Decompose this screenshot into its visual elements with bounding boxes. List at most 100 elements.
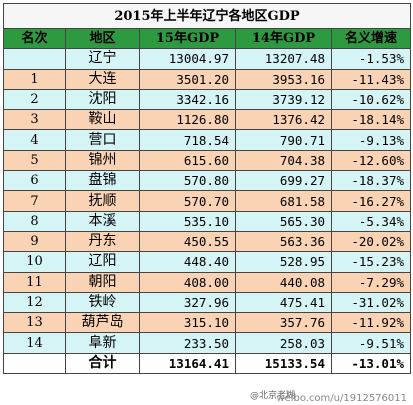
gdp15-cell: 570.80 xyxy=(139,170,236,192)
region-cell: 辽宁 xyxy=(65,48,140,70)
growth-cell: -5.34% xyxy=(330,210,412,232)
region-cell: 大连 xyxy=(65,68,140,90)
header-region[interactable]: 地区 xyxy=(65,27,140,50)
gdp15-cell: 3342.16 xyxy=(139,88,236,111)
rank-cell xyxy=(3,352,66,375)
table-body: 辽宁 13004.97 13207.48 -1.53% 1 大连 3501.20 3953.1… xyxy=(3,48,412,375)
table-row[interactable]: 3 鞍山 1126.80 1376.42 -18.14% xyxy=(3,109,412,131)
growth-cell: -18.14% xyxy=(330,109,412,131)
rank-cell: 11 xyxy=(3,271,66,293)
region-cell: 朝阳 xyxy=(65,271,140,293)
growth-cell: -11.43% xyxy=(330,68,412,90)
table-row[interactable]: 4 营口 718.54 790.71 -9.13% xyxy=(3,129,412,151)
growth-cell: -18.37% xyxy=(330,170,412,192)
region-cell: 鞍山 xyxy=(65,109,140,131)
region-cell: 辽阳 xyxy=(65,251,140,273)
table-row[interactable]: 6 盘锦 570.80 699.27 -18.37% xyxy=(3,170,412,192)
region-cell: 丹东 xyxy=(65,230,140,253)
header-gdp15[interactable]: 15年GDP xyxy=(139,27,236,50)
table-row[interactable]: 12 铁岭 327.96 475.41 -31.02% xyxy=(3,291,412,314)
rank-cell: 14 xyxy=(3,332,66,354)
table-row[interactable]: 1 大连 3501.20 3953.16 -11.43% xyxy=(3,68,412,90)
gdp14-cell: 1376.42 xyxy=(235,109,332,131)
header-growth[interactable]: 名义增速 xyxy=(330,27,412,50)
gdp15-cell: 408.00 xyxy=(139,271,236,293)
growth-cell: -9.51% xyxy=(330,332,412,354)
region-cell: 葫芦岛 xyxy=(65,312,140,334)
rank-cell: 4 xyxy=(3,129,66,151)
gdp15-cell: 13164.41 xyxy=(139,352,236,375)
header-rank[interactable]: 名次 xyxy=(3,27,66,50)
region-cell: 营口 xyxy=(65,129,140,151)
rank-cell: 10 xyxy=(3,251,66,273)
gdp15-cell: 718.54 xyxy=(139,129,236,151)
gdp15-cell: 327.96 xyxy=(139,291,236,314)
gdp15-cell: 570.70 xyxy=(139,190,236,212)
gdp-table: 2015年上半年辽宁各地区GDP 名次 地区 15年GDP 14年GDP 名义增… xyxy=(2,3,412,375)
gdp14-cell: 440.08 xyxy=(235,271,332,293)
growth-cell: -16.27% xyxy=(330,190,412,212)
gdp14-cell: 258.03 xyxy=(235,332,332,354)
title-row: 2015年上半年辽宁各地区GDP xyxy=(2,3,412,29)
growth-cell: -13.01% xyxy=(330,352,412,375)
rank-cell: 6 xyxy=(3,170,66,192)
gdp14-cell: 565.30 xyxy=(235,210,332,232)
table-row[interactable]: 14 阜新 233.50 258.03 -9.51% xyxy=(3,332,412,354)
growth-cell: -20.02% xyxy=(330,230,412,253)
gdp14-cell: 528.95 xyxy=(235,251,332,273)
gdp15-cell: 315.10 xyxy=(139,312,236,334)
growth-cell: -15.23% xyxy=(330,251,412,273)
gdp15-cell: 1126.80 xyxy=(139,109,236,131)
header-gdp14[interactable]: 14年GDP xyxy=(235,27,332,50)
table-row[interactable]: 5 锦州 615.60 704.38 -12.60% xyxy=(3,149,412,172)
rank-cell: 7 xyxy=(3,190,66,212)
rank-cell: 12 xyxy=(3,291,66,314)
rank-cell xyxy=(3,48,66,70)
gdp14-cell: 3953.16 xyxy=(235,68,332,90)
table-title: 2015年上半年辽宁各地区GDP xyxy=(2,3,412,29)
growth-cell: -10.62% xyxy=(330,88,412,111)
rank-cell: 8 xyxy=(3,210,66,232)
gdp14-cell: 681.58 xyxy=(235,190,332,212)
gdp14-cell: 357.76 xyxy=(235,312,332,334)
table-row[interactable]: 13 葫芦岛 315.10 357.76 -11.92% xyxy=(3,312,412,334)
table-row[interactable]: 2 沈阳 3342.16 3739.12 -10.62% xyxy=(3,88,412,111)
table-row[interactable]: 8 本溪 535.10 565.30 -5.34% xyxy=(3,210,412,232)
rank-cell: 3 xyxy=(3,109,66,131)
growth-cell: -9.13% xyxy=(330,129,412,151)
gdp14-cell: 13207.48 xyxy=(235,48,332,70)
table-row[interactable]: 11 朝阳 408.00 440.08 -7.29% xyxy=(3,271,412,293)
gdp14-cell: 704.38 xyxy=(235,149,332,172)
table-row[interactable]: 10 辽阳 448.40 528.95 -15.23% xyxy=(3,251,412,273)
growth-cell: -31.02% xyxy=(330,291,412,314)
region-cell: 盘锦 xyxy=(65,170,140,192)
region-cell: 沈阳 xyxy=(65,88,140,111)
gdp14-cell: 563.36 xyxy=(235,230,332,253)
gdp15-cell: 3501.20 xyxy=(139,68,236,90)
growth-cell: -12.60% xyxy=(330,149,412,172)
gdp15-cell: 13004.97 xyxy=(139,48,236,70)
rank-cell: 2 xyxy=(3,88,66,111)
table-row[interactable]: 9 丹东 450.55 563.36 -20.02% xyxy=(3,230,412,253)
gdp15-cell: 615.60 xyxy=(139,149,236,172)
region-cell: 锦州 xyxy=(65,149,140,172)
gdp-sheet: 2015年上半年辽宁各地区GDP 名次 地区 15年GDP 14年GDP 名义增… xyxy=(2,3,412,375)
gdp14-cell: 475.41 xyxy=(235,291,332,314)
growth-cell: -1.53% xyxy=(330,48,412,70)
region-cell: 抚顺 xyxy=(65,190,140,212)
header-row: 名次 地区 15年GDP 14年GDP 名义增速 xyxy=(3,27,412,50)
gdp15-cell: 450.55 xyxy=(139,230,236,253)
gdp14-cell: 15133.54 xyxy=(235,352,332,375)
gdp15-cell: 448.40 xyxy=(139,251,236,273)
gdp15-cell: 535.10 xyxy=(139,210,236,232)
growth-cell: -11.92% xyxy=(330,312,412,334)
table-row[interactable]: 辽宁 13004.97 13207.48 -1.53% xyxy=(3,48,412,70)
table-row[interactable]: 7 抚顺 570.70 681.58 -16.27% xyxy=(3,190,412,212)
rank-cell: 13 xyxy=(3,312,66,334)
watermark-url: weibo.com/u/1912576011 xyxy=(276,393,407,404)
growth-cell: -7.29% xyxy=(330,271,412,293)
gdp15-cell: 233.50 xyxy=(139,332,236,354)
region-cell: 铁岭 xyxy=(65,291,140,314)
table-row[interactable]: 合计 13164.41 15133.54 -13.01% xyxy=(3,352,412,375)
gdp14-cell: 699.27 xyxy=(235,170,332,192)
